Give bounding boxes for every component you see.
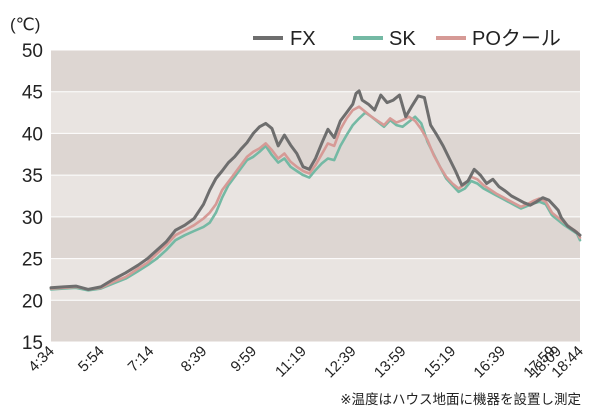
y-grid-lines [51, 49, 580, 343]
plot-band [51, 216, 580, 259]
y-tick-label: 25 [22, 250, 43, 271]
series-line-pocool [49, 105, 582, 291]
x-tick-label: 13:59 [371, 343, 410, 382]
plot-band [51, 50, 580, 92]
plot-band [51, 91, 580, 134]
series-lines [49, 89, 582, 292]
x-tick-label: 7:14 [125, 343, 158, 376]
y-tick-label: 30 [22, 208, 43, 229]
y-tick-label: 40 [22, 124, 43, 145]
x-tick-label: 15:19 [421, 343, 460, 382]
measurement-note: ※温度はハウス地面に機器を設置し測定 [340, 392, 581, 407]
x-axis-tick-labels: 4:34 5:54 7:14 8:39 9:59 11:19 12:39 13:59 15:19… [25, 343, 587, 382]
series-line-fx [49, 89, 582, 291]
series-line-sk [49, 111, 582, 292]
y-tick-label: 35 [22, 166, 43, 187]
y-axis-tick-labels: 15 20 25 30 35 40 45 50 [22, 41, 43, 354]
plot-background-bands [51, 50, 580, 342]
y-tick-label: 20 [22, 291, 43, 312]
y-tick-label: 50 [22, 41, 43, 62]
x-tick-label: 8:39 [178, 343, 211, 376]
plot-band [51, 300, 580, 342]
x-tick-label: 5:54 [75, 343, 108, 376]
legend-label-fx: FX [290, 28, 316, 50]
x-tick-label: 12:39 [321, 343, 360, 382]
legend-label-pocool: POクール [472, 27, 561, 50]
y-axis-unit-label: (℃) [10, 15, 40, 34]
plot-band [51, 258, 580, 301]
x-tick-label: 9:59 [227, 343, 260, 376]
y-tick-label: 45 [22, 83, 43, 104]
plot-band [51, 133, 580, 176]
y-tick-label: 15 [22, 333, 43, 354]
plot-band [51, 175, 580, 217]
legend: FX SK POクール [253, 27, 561, 50]
legend-label-sk: SK [389, 28, 416, 50]
x-tick-label: 11:19 [272, 343, 310, 381]
x-tick-label: 16:39 [470, 343, 509, 382]
